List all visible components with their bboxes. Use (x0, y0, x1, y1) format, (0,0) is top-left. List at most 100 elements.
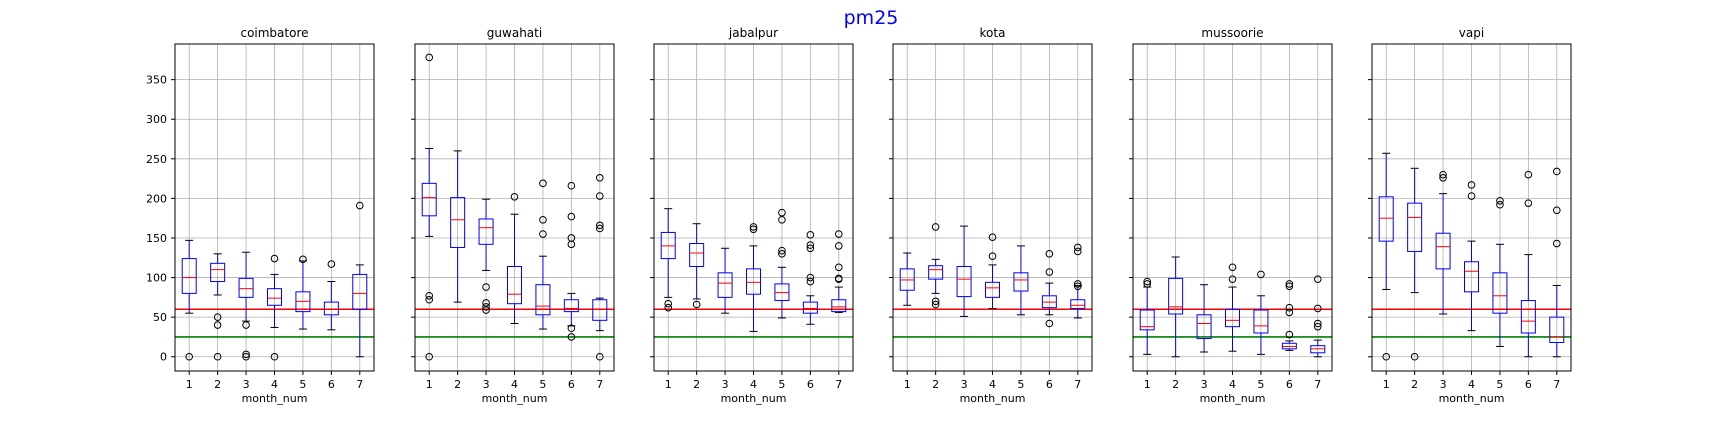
flier-point (539, 215, 547, 224)
box-month-5 (1253, 270, 1269, 355)
flier-point (834, 230, 843, 238)
panel-vapi: 1 2 3 4 5 6 7 month_num vapi (1368, 26, 1572, 405)
x-tick-label: 6 (1046, 378, 1053, 391)
box-month-6 (802, 231, 818, 325)
x-tick-label: 2 (1172, 378, 1179, 391)
x-tick-label: 1 (1144, 378, 1151, 391)
panel-coimbatore: 0 50 100 150 200 250 300 350 1 2 3 4 5 6 7 month_num coi… (146, 26, 375, 405)
x-tick-label: 1 (426, 378, 433, 391)
flier-point (1045, 319, 1054, 328)
box-month-5 (1013, 245, 1029, 316)
flier-point (834, 263, 843, 272)
box-iqr (1013, 272, 1029, 292)
flier-point (1143, 277, 1152, 286)
flier-point (213, 313, 222, 321)
x-tick-label: 7 (356, 378, 363, 391)
flier-point (1467, 192, 1476, 200)
x-axis-label: month_num (1439, 392, 1505, 405)
panel-kota: 1 2 3 4 5 6 7 month_num kota (889, 26, 1093, 405)
box-month-4 (507, 193, 522, 324)
x-tick-label: 1 (665, 378, 672, 391)
x-axis-label: month_num (242, 392, 308, 405)
x-tick-label: 3 (483, 378, 490, 391)
flier-point (242, 321, 250, 329)
box-iqr (181, 258, 197, 294)
flier-point (1439, 170, 1447, 179)
flier-point (1524, 170, 1533, 179)
y-tick-label: 200 (146, 192, 167, 205)
x-tick-label: 5 (1017, 378, 1024, 391)
flier-point (482, 299, 490, 307)
x-tick-label: 3 (1201, 378, 1208, 391)
box-iqr (507, 265, 522, 305)
box-month-7 (1070, 243, 1086, 319)
flier-point (988, 233, 997, 241)
box-month-2 (1168, 256, 1184, 358)
x-tick-label: 7 (1074, 378, 1081, 391)
box-month-1 (1378, 152, 1394, 361)
x-axis-label: month_num (482, 392, 548, 405)
box-month-2 (928, 223, 944, 309)
x-tick-label: 2 (214, 378, 221, 391)
flier-point (988, 252, 997, 260)
flier-point (425, 352, 434, 361)
flier-point (567, 240, 576, 249)
box-iqr (1378, 196, 1394, 242)
box-month-7 (1549, 167, 1565, 358)
flier-point (1285, 308, 1294, 317)
box-month-3 (956, 225, 972, 317)
flier-point (778, 250, 786, 258)
flier-point (299, 255, 307, 264)
x-tick-label: 5 (299, 378, 306, 391)
box-month-7 (352, 201, 368, 358)
flier-point (1285, 280, 1294, 288)
x-axis-label: month_num (721, 392, 787, 405)
box-iqr (1253, 309, 1269, 334)
flier-point (595, 221, 604, 230)
box-month-1 (181, 239, 197, 361)
x-tick-label: 3 (961, 378, 968, 391)
flier-point (1285, 303, 1294, 312)
flier-point (1439, 174, 1447, 182)
flier-point (1073, 243, 1082, 252)
flier-point (1382, 352, 1391, 361)
box-month-1 (899, 252, 915, 306)
box-iqr (478, 218, 494, 245)
flier-point (1045, 250, 1054, 258)
flier-point (355, 201, 364, 210)
flier-point (834, 242, 843, 250)
box-month-7 (831, 230, 847, 313)
box-month-2 (1407, 167, 1423, 361)
panel-title: coimbatore (240, 26, 308, 40)
x-tick-label: 5 (1257, 378, 1264, 391)
flier-point (425, 53, 434, 62)
flier-point (1143, 280, 1152, 288)
flier-point (1285, 282, 1294, 291)
flier-point (931, 223, 940, 231)
x-tick-label: 7 (1314, 378, 1321, 391)
box-month-3 (717, 247, 733, 314)
flier-point (567, 212, 576, 221)
box-month-7 (592, 174, 608, 361)
flier-point (1073, 280, 1082, 288)
y-tick-label: 100 (146, 272, 167, 285)
box-month-4 (1225, 263, 1240, 352)
y-tick-label: 0 (160, 351, 167, 364)
flier-point (482, 303, 490, 311)
box-iqr (928, 265, 944, 280)
flier-point (595, 174, 604, 182)
flier-point (1313, 275, 1322, 283)
flier-point (1313, 319, 1322, 328)
flier-point (595, 224, 604, 233)
box-month-3 (478, 198, 494, 314)
panel-guwahati: 1 2 3 4 5 6 7 month_num guwahati (411, 26, 615, 405)
x-tick-label: 2 (1411, 378, 1418, 391)
flier-point (539, 179, 547, 188)
box-month-6 (323, 260, 339, 331)
flier-point (567, 333, 576, 341)
flier-point (213, 352, 222, 361)
box-iqr (1407, 202, 1423, 252)
flier-point (1552, 239, 1561, 248)
box-month-1 (421, 53, 437, 361)
